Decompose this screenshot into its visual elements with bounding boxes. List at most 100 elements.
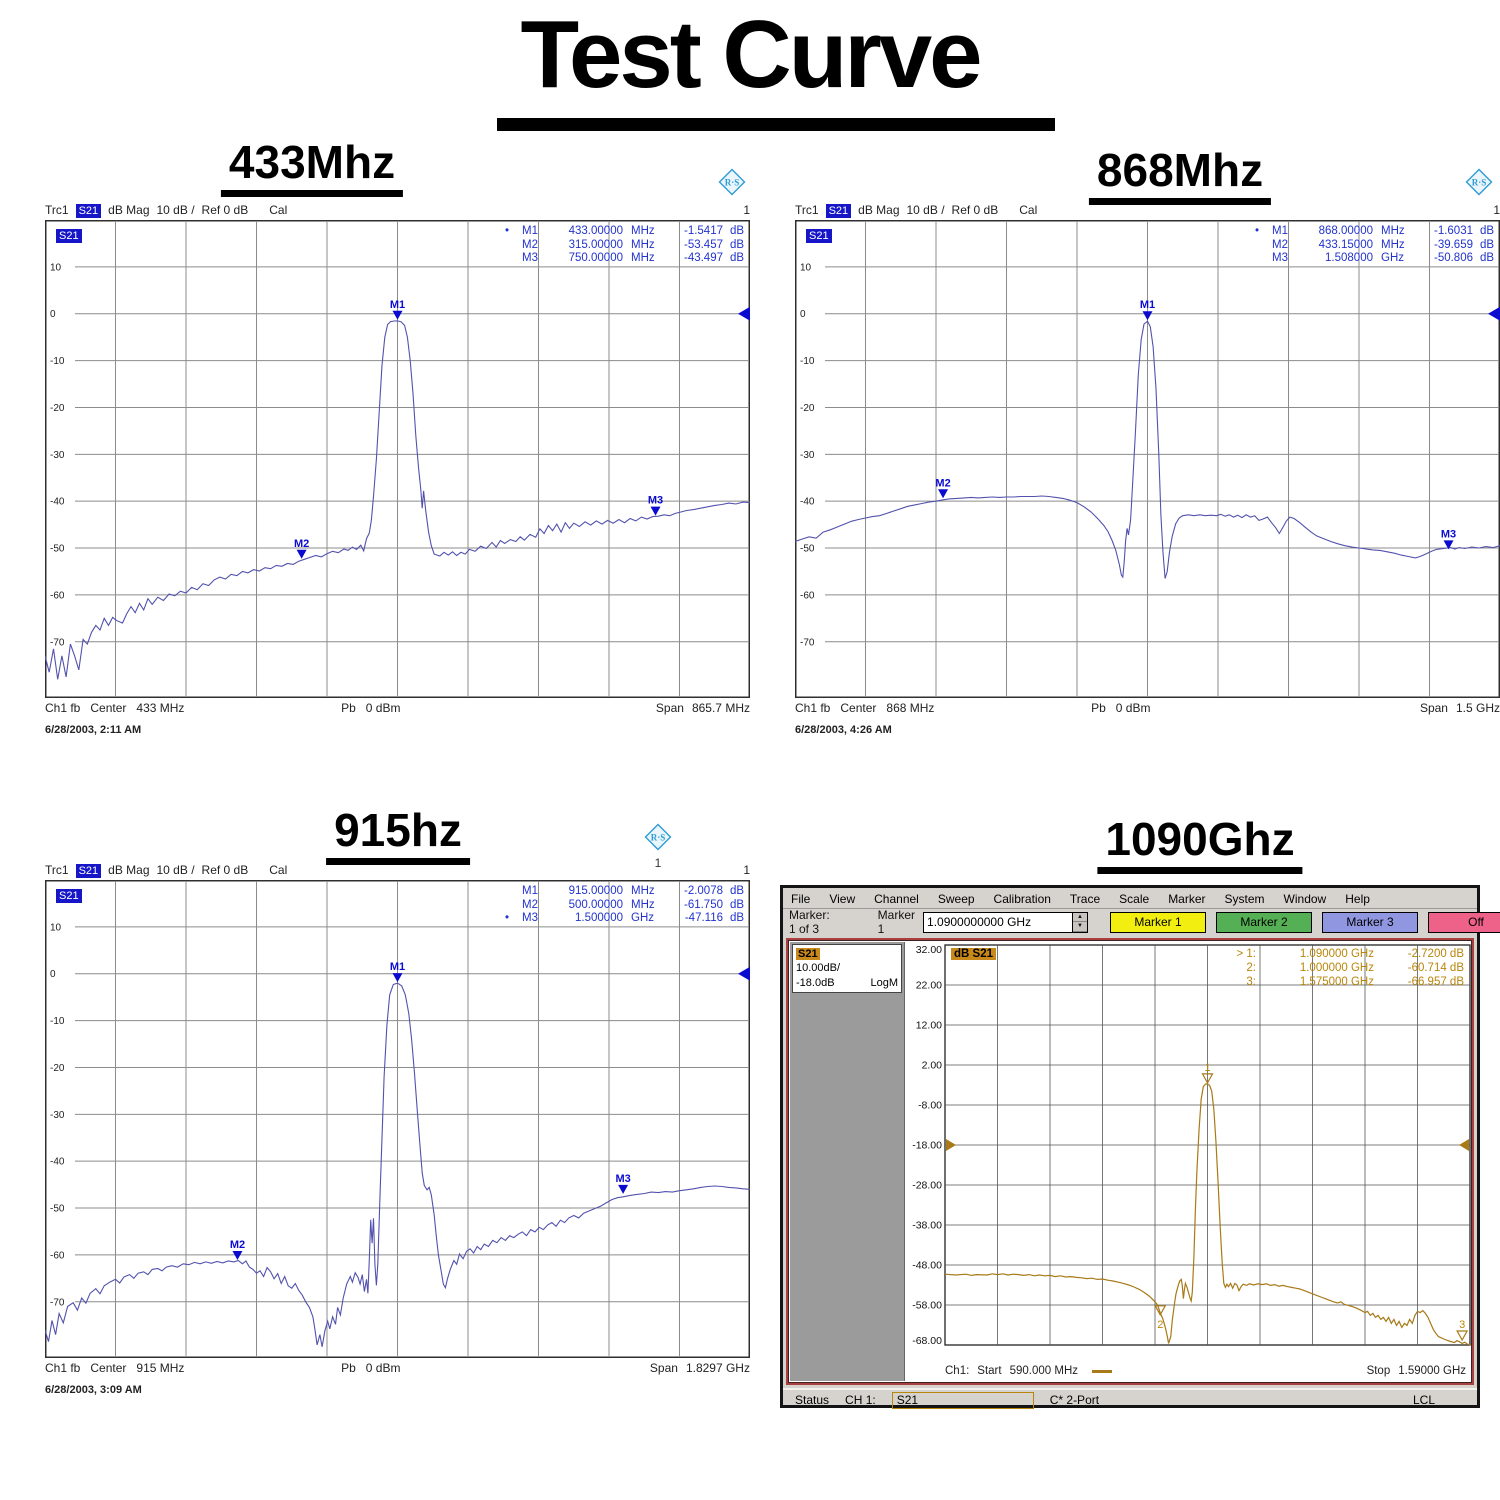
ylabel-bg	[47, 354, 75, 368]
y-tick-label: -20	[50, 403, 65, 414]
center-value: 915 MHz	[136, 1361, 185, 1375]
y-tick-label: -40	[50, 497, 65, 508]
marker-m1-label: M1	[1140, 299, 1155, 311]
y-tick-label: -60	[50, 590, 65, 601]
ylabel-bg	[47, 1107, 75, 1121]
ylabel-bg	[47, 1014, 75, 1028]
menu-item-file[interactable]: File	[791, 891, 811, 906]
scale-label: 10 dB /	[906, 203, 945, 217]
menu-item-scale[interactable]: Scale	[1119, 891, 1150, 906]
marker-m3-label: M3	[648, 495, 663, 507]
ylabel-bg	[47, 400, 75, 414]
menu-item-help[interactable]: Help	[1345, 891, 1370, 906]
menu-item-view[interactable]: View	[829, 891, 856, 906]
stepper-down-icon[interactable]: ▼	[1073, 922, 1088, 932]
y-tick-label: -10	[800, 356, 815, 367]
ylabel-bg	[47, 1060, 75, 1074]
marker-table-cell: MHz	[1381, 238, 1405, 251]
ylabel-bg	[797, 588, 825, 602]
ylabel-bg	[47, 447, 75, 461]
menu-item-system[interactable]: System	[1224, 891, 1265, 906]
marker-table-cell: -43.497	[683, 252, 723, 264]
trace-name: Trc1	[795, 203, 819, 217]
trace-label-chip: S21	[806, 229, 832, 243]
marker-3-icon	[1456, 1330, 1469, 1342]
marker-table-cell: •	[1254, 225, 1259, 237]
marker-m2-icon	[938, 489, 949, 499]
pb-value: 0 dBm	[365, 1361, 401, 1375]
marker-table-cell: 315.00000	[568, 238, 623, 251]
menu-item-sweep[interactable]: Sweep	[937, 891, 975, 906]
timestamp: 6/28/2003, 2:11 AM	[45, 724, 142, 736]
channel-label: Ch1 fb	[795, 701, 831, 715]
mag-label: dB Mag	[108, 203, 150, 217]
marker-table-cell: 868.00000	[1318, 225, 1373, 237]
trace-sidebar: S21 10.00dB/ -18.0dB LogM	[790, 942, 905, 1381]
menu-item-trace[interactable]: Trace	[1069, 891, 1101, 906]
panel-433mhz: Trc1 S21 dB Mag 10 dB / Ref 0 dB Cal 1 1…	[45, 203, 750, 736]
marker-table: • M1 433.00000 MHz -1.5417 dB M2 315.00000 MHz -5…	[497, 225, 746, 266]
scale-label: 10 dB /	[156, 863, 195, 877]
menu-item-channel[interactable]: Channel	[874, 891, 919, 906]
marker-m1-icon	[392, 310, 403, 320]
frequency-stepper[interactable]: ▲ ▼	[1072, 912, 1088, 932]
marker-frequency-input[interactable]	[924, 912, 1073, 932]
stop-value: 1.59000 GHz	[1398, 1365, 1466, 1377]
y-tick-label: 22.00	[916, 980, 942, 992]
menu-item-calibration[interactable]: Calibration	[993, 891, 1051, 906]
trace-header-line: Trc1 S21 dB Mag 10 dB / Ref 0 dB Cal 1	[795, 203, 1500, 220]
menu-item-marker[interactable]: Marker	[1168, 891, 1206, 906]
page-title: Test Curve	[520, 1, 982, 108]
trace-label-chip: S21	[56, 889, 82, 903]
rs-logo: R·S 1	[638, 823, 678, 869]
button-marker-3[interactable]: Marker 3	[1322, 911, 1419, 933]
marker-table-cell: M1	[1272, 225, 1288, 237]
marker-m3-label: M3	[615, 1173, 630, 1185]
marker-m3-icon	[1443, 540, 1454, 550]
marker-m2-label: M2	[935, 477, 950, 489]
y-tick-label: 2.00	[922, 1060, 943, 1072]
heading-915hz: 915hz	[326, 803, 470, 865]
menu-item-window[interactable]: Window	[1283, 891, 1327, 906]
ref-level: -18.0dB	[796, 976, 835, 989]
ref-arrow-left-icon	[946, 1139, 956, 1151]
marker-table-cell: M3	[522, 252, 538, 264]
marker-3-label: 3	[1459, 1319, 1465, 1331]
ylabel-bg	[797, 494, 825, 508]
y-tick-label: -40	[50, 1157, 65, 1168]
readout-tag: > 1:	[1236, 948, 1256, 960]
ylabel-bg	[47, 1154, 75, 1168]
y-tick-label: -40	[800, 497, 815, 508]
ref-arrow-right-icon	[1459, 1139, 1469, 1151]
trace-name-chip: S21	[796, 948, 820, 960]
status-bar: Status CH 1: S21 C* 2-Port LCL	[783, 1388, 1477, 1410]
trace-s21	[795, 320, 1500, 579]
analyzer-window: File View Channel Sweep Calibration Trace Scal…	[780, 885, 1500, 1410]
cal-label: Cal	[269, 203, 288, 217]
span-label: Span	[1419, 701, 1448, 715]
stepper-up-icon[interactable]: ▲	[1073, 912, 1088, 922]
rs-logo: R·S	[1459, 168, 1499, 200]
chart-footer: Ch1 fb Center 915 MHz Pb 0 dBm Span 1.82…	[45, 1361, 750, 1375]
pb-value: 0 dBm	[365, 701, 401, 715]
marker-table-cell: GHz	[1381, 252, 1404, 264]
y-tick-label: -18.00	[912, 1140, 942, 1152]
y-tick-label: -30	[800, 450, 815, 461]
ylabel-bg	[797, 260, 825, 274]
button-off[interactable]: Off	[1428, 911, 1500, 933]
button-marker-1[interactable]: Marker 1	[1110, 911, 1207, 933]
marker-m2-icon	[232, 1250, 243, 1260]
marker-table-cell: •	[504, 225, 509, 237]
ag-menubar: File View Channel Sweep Calibration Trace Scal…	[783, 888, 1477, 909]
cal-label: Cal	[1019, 203, 1038, 217]
marker-table-cell: -1.5417	[683, 225, 723, 237]
y-tick-label: -58.00	[912, 1300, 942, 1312]
rs-logo-icon: R·S	[1465, 168, 1493, 196]
button-marker-2[interactable]: Marker 2	[1216, 911, 1313, 933]
marker-table-cell: dB	[730, 225, 745, 237]
ylabel-bg	[47, 307, 75, 321]
marker-m1-label: M1	[390, 299, 405, 311]
marker-table-cell: -50.806	[1433, 252, 1473, 264]
rs-logo-icon: R·S	[644, 823, 672, 851]
readout-freq: 1.000000 GHz	[1299, 962, 1374, 974]
